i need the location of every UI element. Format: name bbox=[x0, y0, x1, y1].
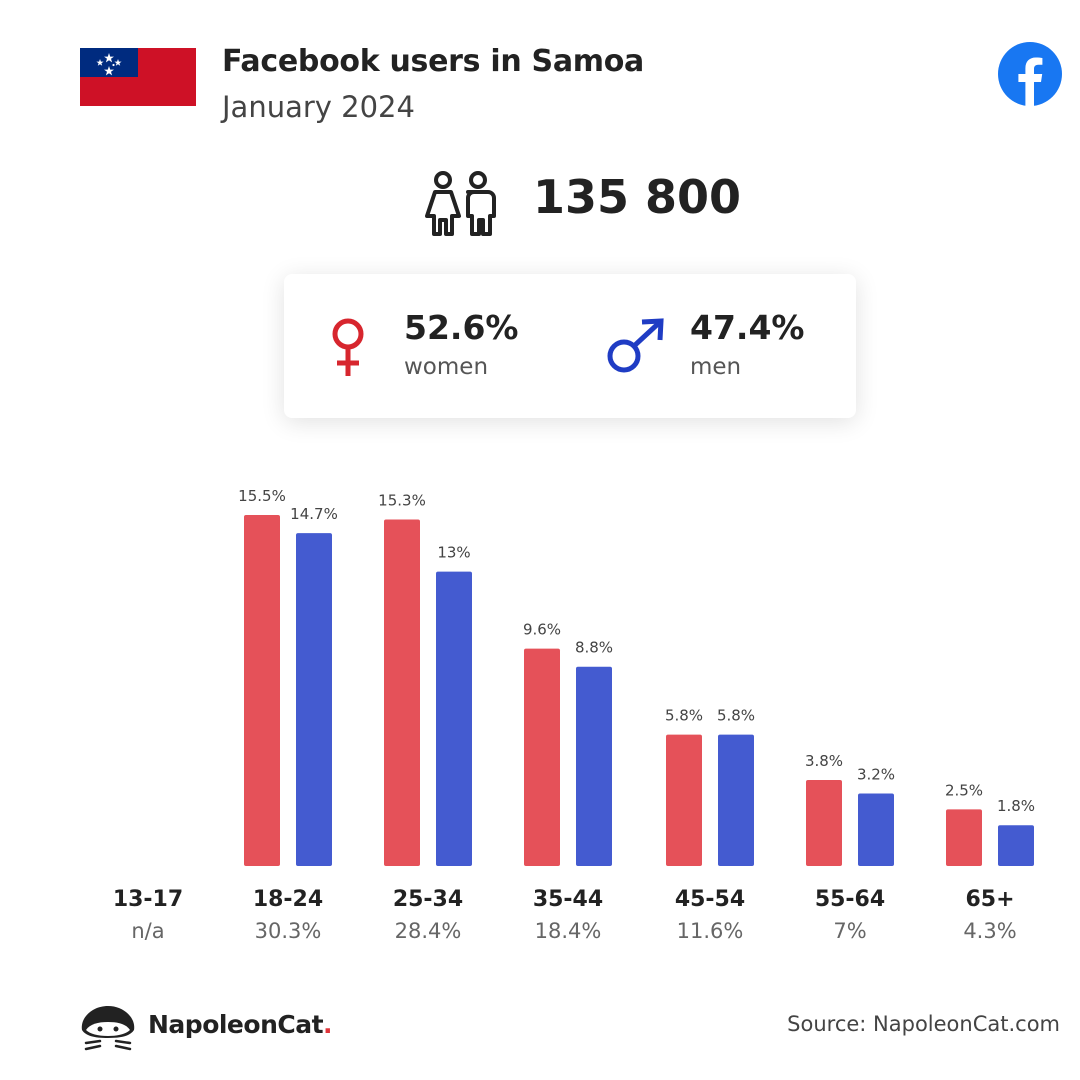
page-subtitle: January 2024 bbox=[222, 90, 415, 124]
bar-label-women-35-44: 9.6% bbox=[523, 621, 561, 639]
brand-name: NapoleonCat. bbox=[148, 1010, 333, 1039]
bar-label-women-55-64: 3.8% bbox=[805, 752, 843, 770]
bar-women-35-44 bbox=[524, 648, 560, 866]
male-symbol-icon bbox=[607, 318, 664, 373]
age-group-total-35-44: 18.4% bbox=[535, 919, 602, 943]
age-group-total-18-24: 30.3% bbox=[255, 919, 322, 943]
bar-label-men-45-54: 5.8% bbox=[717, 707, 755, 725]
total-users: 135 800 bbox=[533, 170, 742, 224]
bar-label-men-65+: 1.8% bbox=[997, 797, 1035, 815]
bar-men-65+ bbox=[998, 825, 1034, 866]
age-group-label-55-64: 55-64 bbox=[815, 887, 885, 912]
bar-men-18-24 bbox=[296, 533, 332, 866]
bar-label-women-25-34: 15.3% bbox=[378, 492, 426, 510]
bar-women-45-54 bbox=[666, 734, 702, 866]
bar-label-men-35-44: 8.8% bbox=[575, 639, 613, 657]
bar-women-25-34 bbox=[384, 519, 420, 866]
age-group-label-35-44: 35-44 bbox=[533, 887, 603, 912]
bar-label-men-25-34: 13% bbox=[437, 544, 470, 562]
bar-label-women-18-24: 15.5% bbox=[238, 487, 286, 505]
age-group-label-25-34: 25-34 bbox=[393, 887, 463, 912]
bar-label-men-55-64: 3.2% bbox=[857, 766, 895, 784]
bar-women-55-64 bbox=[806, 779, 842, 866]
bar-label-women-45-54: 5.8% bbox=[665, 707, 703, 725]
age-group-total-13-17: n/a bbox=[131, 919, 164, 943]
age-group-label-18-24: 18-24 bbox=[253, 887, 323, 912]
men-label: men bbox=[690, 354, 742, 380]
age-group-label-65+: 65+ bbox=[965, 887, 1014, 912]
age-group-total-65+: 4.3% bbox=[963, 919, 1016, 943]
age-group-total-55-64: 7% bbox=[833, 919, 866, 943]
age-group-total-45-54: 11.6% bbox=[677, 919, 744, 943]
men-percent: 47.4% bbox=[690, 308, 805, 347]
bar-women-18-24 bbox=[244, 515, 280, 866]
brand-name-text: NapoleonCat bbox=[148, 1010, 324, 1039]
napoleoncat-logo-icon bbox=[81, 1006, 135, 1051]
female-symbol-icon bbox=[332, 318, 364, 376]
source-text: Source: NapoleonCat.com bbox=[787, 1012, 1060, 1036]
age-group-total-25-34: 28.4% bbox=[395, 919, 462, 943]
bar-men-35-44 bbox=[576, 666, 612, 866]
women-percent: 52.6% bbox=[404, 308, 519, 347]
women-label: women bbox=[404, 354, 489, 380]
gender-card: 52.6% women 47.4% men bbox=[284, 274, 856, 418]
age-group-label-45-54: 45-54 bbox=[675, 887, 745, 912]
bar-men-25-34 bbox=[436, 571, 472, 866]
samoa-flag-icon bbox=[80, 48, 196, 106]
brand-dot: . bbox=[323, 1010, 333, 1039]
facebook-icon bbox=[998, 42, 1062, 106]
bar-men-45-54 bbox=[718, 734, 754, 866]
bar-label-men-18-24: 14.7% bbox=[290, 505, 338, 523]
bar-label-women-65+: 2.5% bbox=[945, 781, 983, 799]
age-group-label-13-17: 13-17 bbox=[113, 887, 183, 912]
bar-women-65+ bbox=[946, 809, 982, 866]
bar-men-55-64 bbox=[858, 793, 894, 866]
page-title: Facebook users in Samoa bbox=[222, 44, 645, 79]
users-icon bbox=[425, 171, 496, 236]
